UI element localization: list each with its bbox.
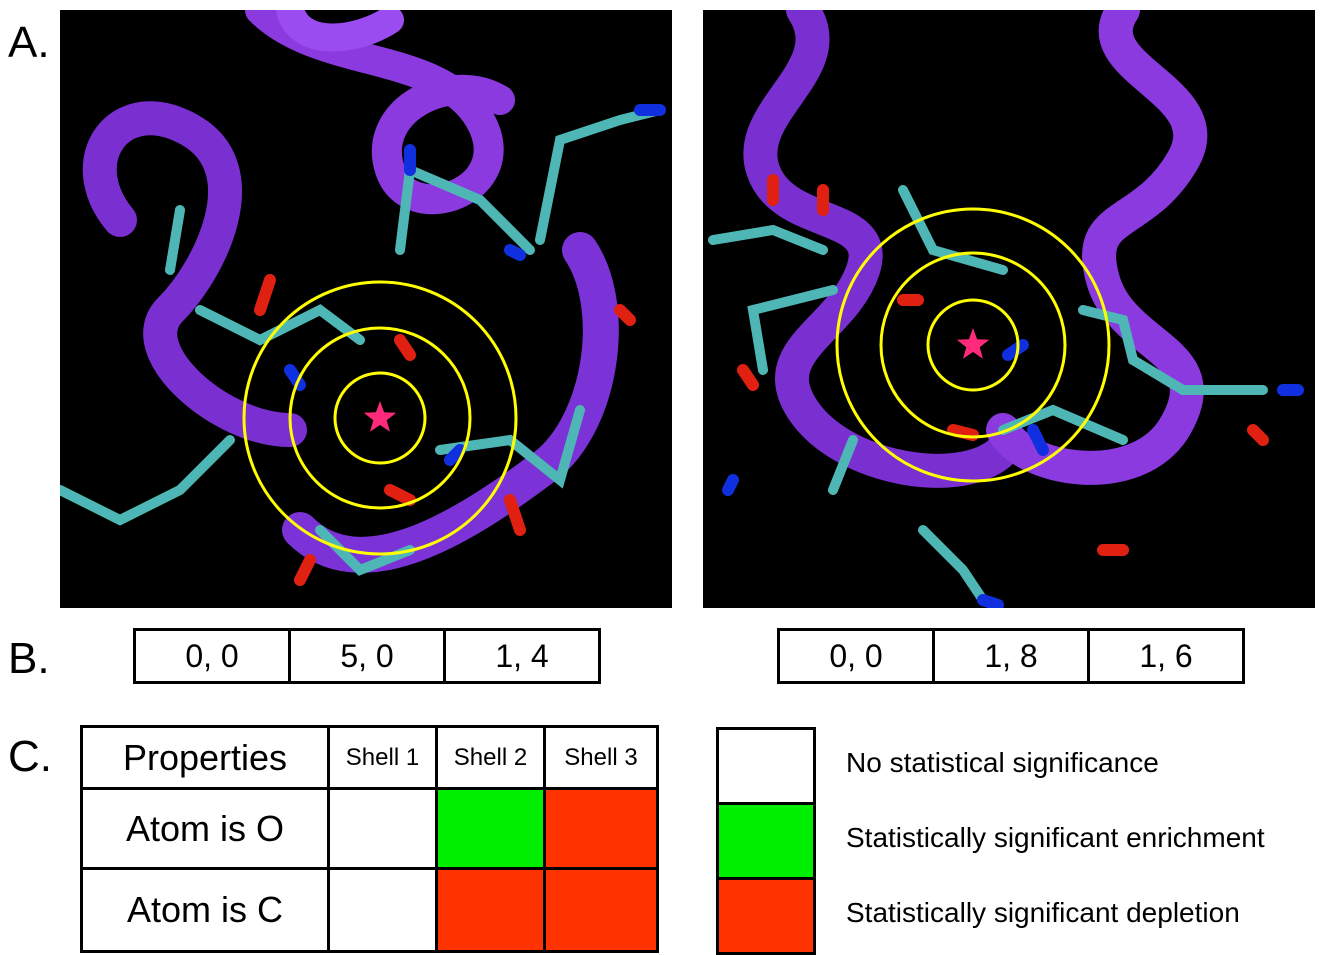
structure-image xyxy=(703,10,1315,608)
legend-swatch xyxy=(716,802,816,880)
row-label: Atom is C xyxy=(80,867,330,953)
significance-cell xyxy=(327,867,438,953)
panel-label: A. xyxy=(8,18,50,67)
shell-counts: 0, 0 5, 0 1, 4 xyxy=(133,628,601,684)
legend-swatch xyxy=(716,727,816,805)
significance-cell xyxy=(327,787,438,870)
count-cell: 0, 0 xyxy=(829,637,883,674)
structure-image xyxy=(60,10,672,608)
legend-label: Statistically significant enrichment xyxy=(846,822,1265,853)
count-cell: 5, 0 xyxy=(288,631,443,681)
panel-label: B. xyxy=(8,634,50,683)
header-cell: Properties xyxy=(80,725,330,790)
legend-label: No statistical significance xyxy=(846,747,1159,778)
significance-cell xyxy=(543,867,659,953)
shell-counts: 0, 0 1, 8 1, 6 xyxy=(777,628,1245,684)
header-cell: Shell 1 xyxy=(327,725,438,790)
legend-label: Statistically significant depletion xyxy=(846,897,1240,928)
row-label: Atom is O xyxy=(80,787,330,870)
count-cell: 1, 6 xyxy=(1087,631,1242,681)
header-cell: Shell 2 xyxy=(435,725,546,790)
count-cell: 0, 0 xyxy=(185,637,239,674)
count-cell: 1, 8 xyxy=(932,631,1087,681)
header-cell: Shell 3 xyxy=(543,725,659,790)
significance-cell xyxy=(543,787,659,870)
legend-swatch xyxy=(716,877,816,955)
panel-label: C. xyxy=(8,732,52,781)
significance-cell xyxy=(435,787,546,870)
count-cell: 1, 4 xyxy=(443,631,598,681)
significance-cell xyxy=(435,867,546,953)
